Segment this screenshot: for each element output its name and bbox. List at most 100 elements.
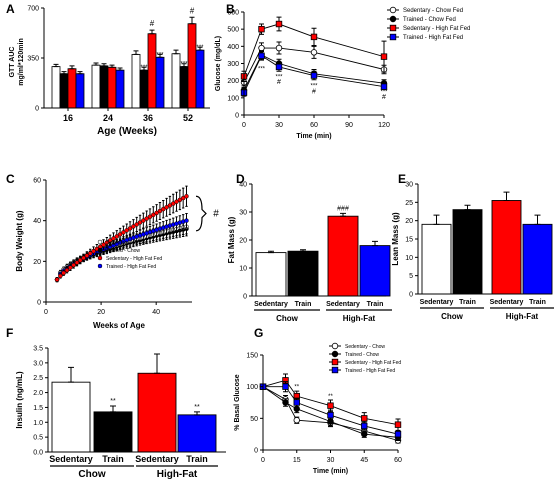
panel-c-data-point (121, 230, 126, 235)
panel-c-data-point (141, 218, 146, 223)
panel-b-y-tick-label: 100 (227, 95, 239, 102)
panel-d-y-tick-label: 20 (239, 238, 247, 245)
panel-a-significance-marker: *** (196, 45, 204, 51)
panel-a-error-bar (197, 46, 203, 51)
panel-c-data-point (84, 253, 90, 258)
panel-f-category-label: Sedentary (49, 454, 93, 464)
panel-g-series-line (262, 379, 399, 426)
panel-c-data-point (81, 255, 86, 261)
panel-e-error-bar (503, 191, 510, 201)
panel-a-error-bar (53, 63, 59, 68)
panel-f-error-bar (68, 366, 74, 383)
panel-b-y-label: Glucose (mg/dL) (215, 36, 222, 91)
panel-label-D: D (236, 172, 245, 186)
panel-a-significance-marker: # (190, 6, 195, 15)
panel-a-significance-marker: # (150, 19, 155, 28)
panel-g-significance-marker: ** (328, 394, 333, 400)
panel-f-group-label: High-Fat (157, 469, 198, 480)
panel-b-x-tick-label: 30 (275, 122, 283, 129)
panel-b-data-point (310, 72, 318, 79)
panel-g-data-point (293, 399, 300, 406)
panel-a-error-bar (101, 63, 107, 67)
panel-b-legend-label: Sedentary - Chow Fed (403, 8, 463, 14)
panel-b-y-tick-label: 400 (227, 44, 239, 51)
panel-label-E: E (398, 172, 406, 186)
panel-g-legend-marker (331, 342, 339, 350)
panel-a-y-tick-label: 350 (27, 56, 39, 63)
panel-g-legend-label: Trained - Chow (345, 352, 379, 358)
panel-b-x-tick-label: 120 (378, 122, 390, 129)
panel-f-group-label: Chow (78, 469, 105, 480)
panel-e-y-tick-label: 0 (409, 292, 413, 299)
panel-c-y-label: Body Weight (g) (15, 210, 24, 272)
panel-c-data-point (61, 270, 66, 276)
panel-g-legend-label: Sedentary - High Fat Fed (345, 360, 401, 366)
panel-b-significance-marker: *** (310, 84, 318, 90)
panel-e-error-bar (433, 214, 440, 225)
panel-g-legend-marker (331, 366, 339, 374)
panel-f-category-label: Sedentary (135, 454, 179, 464)
panel-d-error-bar (300, 249, 306, 252)
panel-c-data-point (131, 224, 136, 229)
panel-g-data-point (361, 415, 368, 422)
panel-d-significance-marker: ### (337, 205, 349, 212)
panel-c-data-point (104, 240, 110, 245)
panel-c-data-point (134, 222, 139, 227)
panel-g-series-line (263, 386, 399, 435)
panel-f-category-label: Train (102, 454, 124, 464)
panel-b-significance-marker: *** (380, 90, 388, 96)
panel-e-y-tick-label: 25 (405, 200, 413, 207)
panel-e-bar (522, 223, 553, 295)
panel-b-data-point (258, 44, 265, 52)
panel-c-significance-marker: # (213, 209, 219, 220)
panel-c-data-point (117, 232, 123, 237)
panel-g-legend-marker (331, 358, 339, 366)
panel-c-data-point (184, 194, 189, 199)
panel-label-B: B (226, 2, 235, 16)
panel-d-error-bar (372, 240, 378, 247)
panel-g-significance-marker: ** (294, 385, 299, 391)
panel-b-y-tick-label: 600 (227, 10, 239, 17)
panel-a-bar (75, 73, 85, 109)
panel-f-error-bar (154, 353, 160, 374)
panel-label-A: A (6, 2, 15, 16)
panel-e-bar (491, 200, 522, 295)
panel-a-x-tick-label: 52 (183, 113, 193, 123)
panel-b-data-point (275, 20, 283, 28)
panel-c-legend-marker (97, 263, 103, 269)
panel-d-bar (287, 250, 319, 297)
panel-b-x-tick-label: 60 (310, 122, 318, 129)
panel-g-legend-label: Trained - High Fat Fed (345, 368, 395, 374)
panel-c-data-point (151, 212, 156, 218)
panel-c-data-point (111, 236, 116, 241)
panel-f-significance-marker: ** (194, 404, 200, 411)
panel-b-data-point (380, 53, 388, 60)
panel-c-data-point (78, 258, 83, 263)
panel-b-data-point (275, 44, 283, 52)
panel-a-significance-marker: *** (140, 65, 148, 71)
panel-c-data-point (184, 218, 189, 223)
panel-label-F: F (6, 326, 13, 340)
panel-a-x-tick-label: 16 (63, 113, 73, 123)
panel-e-group-label: High-Fat (506, 312, 539, 321)
panel-g-data-point (394, 430, 402, 438)
panel-label-G: G (254, 326, 263, 340)
panel-b-data-point (310, 33, 318, 41)
panel-a-significance-marker: *** (180, 62, 188, 68)
panel-c-data-point (68, 265, 73, 270)
panel-e-group-label: Chow (441, 312, 464, 321)
panel-c-x-tick-label: 0 (44, 309, 48, 316)
panel-d-group-label: Chow (276, 314, 299, 323)
panel-g-x-tick-label: 45 (360, 457, 368, 464)
panel-g-x-tick-label: 60 (394, 457, 402, 464)
panel-a-error-bar (61, 71, 67, 75)
panel-a-bar (147, 33, 157, 109)
panel-f-y-label: Insulin (ng/mL) (15, 371, 24, 429)
panel-f-bar (137, 372, 177, 453)
panel-c-data-point (170, 201, 176, 206)
panel-c-data-point (87, 251, 93, 256)
panel-a-error-bar (189, 16, 195, 25)
panel-b-data-point (310, 49, 318, 56)
panel-f-y-tick-label: 3.5 (33, 346, 43, 353)
